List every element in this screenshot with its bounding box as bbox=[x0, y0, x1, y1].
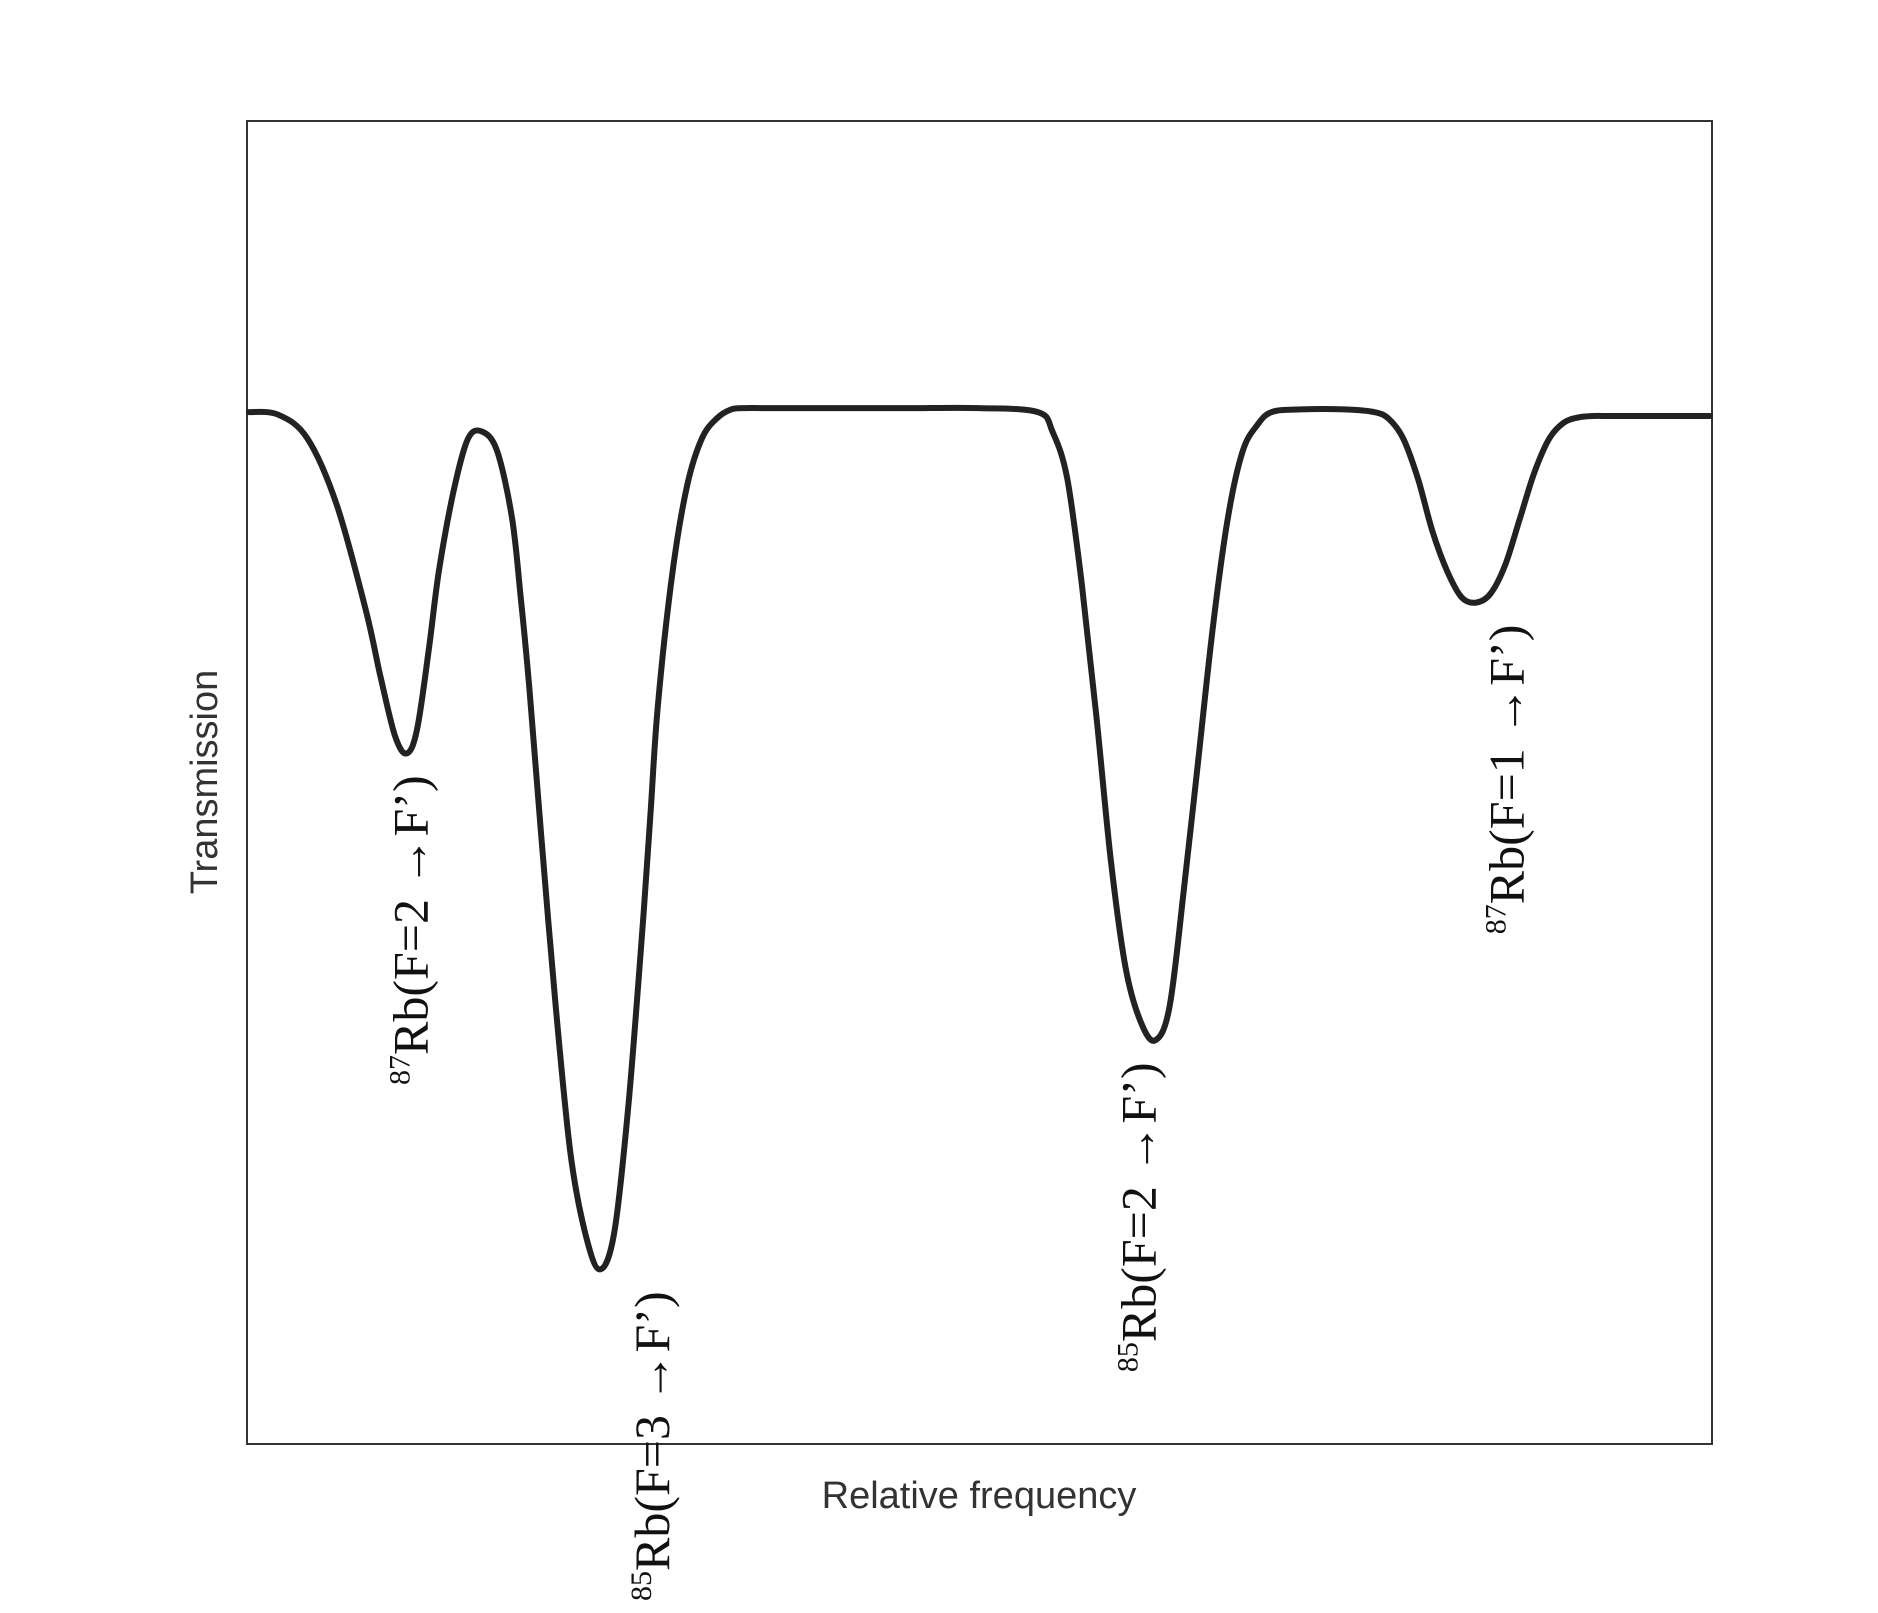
y-axis-label: Transmission bbox=[184, 670, 226, 895]
peak-label-1: 87Rb(F=2 →F’) bbox=[383, 775, 439, 1085]
peak-label-mass: 87 bbox=[1480, 904, 1513, 934]
peak-labels: 87Rb(F=2 →F’)85Rb(F=3 →F’) 85Rb(F=2 →F’)8… bbox=[383, 625, 1535, 1601]
peak-label-3: 85Rb(F=2 →F’) bbox=[1110, 1063, 1166, 1373]
plot-frame bbox=[246, 120, 1713, 1445]
peak-label-text: Rb(F=2 →F’) bbox=[383, 775, 439, 1055]
transmission-curve bbox=[246, 404, 1713, 1273]
peak-label-4: 87Rb(F=1 →F’) bbox=[1479, 625, 1535, 935]
peak-label-text: Rb(F=1 →F’) bbox=[1479, 625, 1535, 905]
peak-label-mass: 85 bbox=[625, 1571, 658, 1601]
peak-label-mass: 85 bbox=[1111, 1342, 1144, 1372]
peak-label-mass: 87 bbox=[384, 1055, 417, 1085]
peak-label-text: Rb(F=2 →F’) bbox=[1110, 1063, 1166, 1343]
peak-label-text: Rb(F=3 →F’) bbox=[624, 1291, 680, 1571]
x-axis-label: Relative frequency bbox=[822, 1475, 1137, 1517]
peak-label-2: 85Rb(F=3 →F’) bbox=[624, 1291, 680, 1601]
